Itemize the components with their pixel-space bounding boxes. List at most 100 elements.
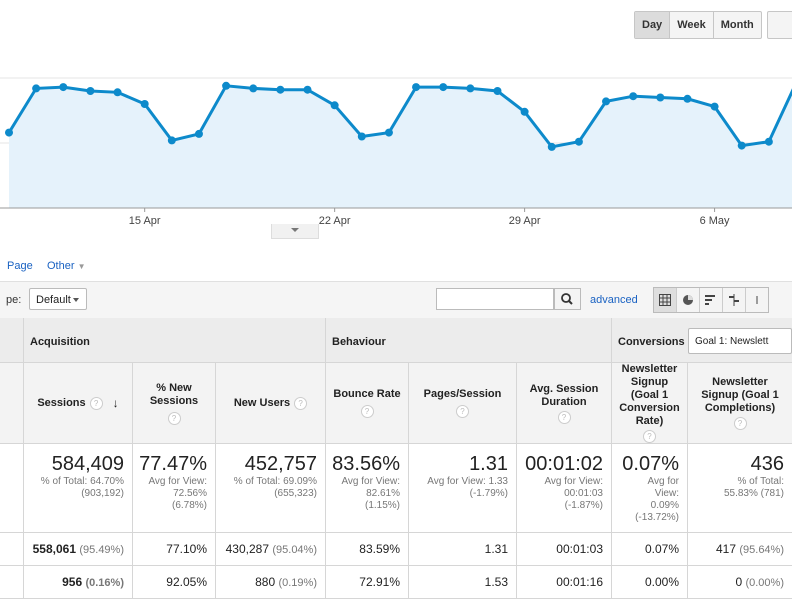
row-sessions: 558,061 (95.49%) (24, 533, 133, 566)
sessions-header-label: Sessions (37, 396, 86, 409)
data-point (466, 84, 475, 93)
search-button[interactable] (554, 288, 581, 310)
pie-icon (683, 295, 693, 305)
advanced-link[interactable]: advanced (590, 294, 638, 306)
row-completions-pct: (95.64%) (739, 544, 784, 556)
totals-bounce-value: 83.56% (332, 453, 400, 475)
row-new-users-value: 430,287 (225, 542, 270, 556)
data-point (574, 137, 583, 146)
completions-header[interactable]: Newsletter Signup (Goal 1 Completions)? (688, 363, 792, 444)
row-pages: 1.31 (409, 533, 517, 566)
totals-duration-sub: Avg for View: (544, 476, 603, 487)
other-dropdown[interactable]: Other ▼ (47, 260, 86, 272)
row-new-sessions: 77.10% (133, 533, 216, 566)
data-point (737, 141, 746, 150)
totals-completions-sub2: 55.83% (781) (723, 488, 784, 499)
collapse-chart-tab[interactable] (271, 224, 319, 239)
row-new-users-pct: (0.19%) (278, 577, 317, 589)
totals-pages: 1.31 Avg for View: 1.33 (-1.79%) (409, 444, 517, 533)
compare-view-button[interactable] (722, 288, 745, 312)
data-point (303, 85, 312, 94)
avg-duration-header[interactable]: Avg. Session Duration? (517, 363, 612, 444)
help-icon[interactable]: ? (360, 405, 374, 418)
help-icon[interactable]: ? (167, 411, 181, 425)
data-point (710, 102, 719, 111)
totals-conv-rate-value: 0.07% (622, 453, 679, 475)
data-point (493, 87, 502, 95)
type-select[interactable]: Default (29, 288, 87, 310)
period-selector: Day Week Month (634, 11, 762, 39)
bar-view-button[interactable] (699, 288, 722, 312)
totals-sessions: 584,409 % of Total: 64.70% (903,192) (24, 444, 133, 533)
help-icon[interactable]: ? (456, 405, 469, 418)
goal-select[interactable]: Goal 1: Newslett (688, 328, 792, 354)
page-link[interactable]: Page (7, 260, 33, 272)
totals-completions: 436 % of Total: 55.83% (781) (688, 444, 792, 533)
data-point (140, 100, 149, 108)
row-index (0, 566, 24, 599)
data-point (276, 85, 285, 94)
help-icon[interactable]: ? (557, 410, 571, 424)
row-sessions-pct: (0.16%) (85, 577, 124, 589)
conversion-rate-header-label: Newsletter Signup (Goal 1 Conversion Rat… (619, 363, 680, 427)
totals-new-users-value: 452,757 (244, 453, 317, 475)
pivot-view-button[interactable] (745, 288, 768, 312)
row-index-header (0, 318, 24, 363)
totals-bounce: 83.56% Avg for View: 82.61% (1.15%) (326, 444, 409, 533)
row-sessions-value: 956 (62, 575, 83, 589)
pie-view-button[interactable] (676, 288, 699, 312)
row-sessions: 956 (0.16%) (24, 566, 133, 599)
bounce-rate-header[interactable]: Bounce Rate? (326, 363, 409, 444)
sort-down-icon: ↓ (112, 395, 119, 410)
bounce-rate-header-label: Bounce Rate (333, 388, 401, 400)
row-conv-rate: 0.07% (612, 533, 688, 566)
row-duration: 00:01:03 (517, 533, 612, 566)
help-icon[interactable]: ? (643, 430, 656, 443)
data-point (5, 128, 13, 137)
totals-conv-rate-sub: Avg for (647, 476, 680, 487)
search-input[interactable] (436, 288, 554, 310)
data-point (384, 128, 393, 137)
help-icon[interactable]: ? (89, 396, 103, 410)
month-button[interactable]: Month (712, 12, 761, 38)
totals-pages-value: 1.31 (469, 453, 508, 475)
row-completions-value: 0 (735, 575, 743, 589)
row-new-users: 430,287 (95.04%) (216, 533, 326, 566)
row-index-col-header (0, 363, 24, 444)
new-sessions-header-label: % New Sessions (149, 381, 199, 407)
data-point (86, 87, 95, 95)
chart-options-button[interactable] (767, 11, 792, 39)
new-sessions-header[interactable]: % New Sessions? (133, 363, 216, 444)
totals-duration-value: 00:01:02 (525, 453, 603, 475)
day-button[interactable]: Day (635, 12, 670, 38)
grid-icon (659, 294, 671, 306)
row-completions: 417 (95.64%) (688, 533, 792, 566)
data-point (330, 101, 339, 110)
help-icon[interactable]: ? (733, 417, 747, 430)
data-point (629, 92, 638, 101)
conversion-rate-header[interactable]: Newsletter Signup (Goal 1 Conversion Rat… (612, 363, 688, 444)
totals-conv-rate-sub2: View: (654, 488, 679, 499)
totals-conv-rate-sub3: 0.09% (650, 500, 679, 511)
help-icon[interactable]: ? (294, 396, 308, 410)
data-point (194, 129, 203, 138)
new-users-header[interactable]: New Users? (216, 363, 326, 444)
row-bounce: 72.91% (326, 566, 409, 599)
group-acquisition: Acquisition (24, 318, 326, 363)
row-duration: 00:01:16 (517, 566, 612, 599)
type-label: pe: (6, 294, 22, 306)
totals-duration-sub2: 00:01:03 (564, 488, 603, 499)
data-point (249, 84, 258, 93)
totals-new-users: 452,757 % of Total: 69.09% (655,323) (216, 444, 326, 533)
totals-pages-sub2: (-1.79%) (469, 488, 508, 499)
data-point (59, 83, 68, 92)
data-point (222, 81, 231, 90)
week-button[interactable]: Week (669, 12, 713, 38)
data-point (520, 107, 529, 116)
pages-session-header[interactable]: Pages/Session? (409, 363, 517, 444)
sessions-header[interactable]: Sessions? ↓ (24, 363, 133, 444)
pivot-icon (756, 296, 758, 304)
totals-new-users-sub2: (655,323) (274, 488, 317, 499)
totals-completions-value: 436 (750, 453, 784, 475)
table-view-button[interactable] (654, 288, 676, 312)
